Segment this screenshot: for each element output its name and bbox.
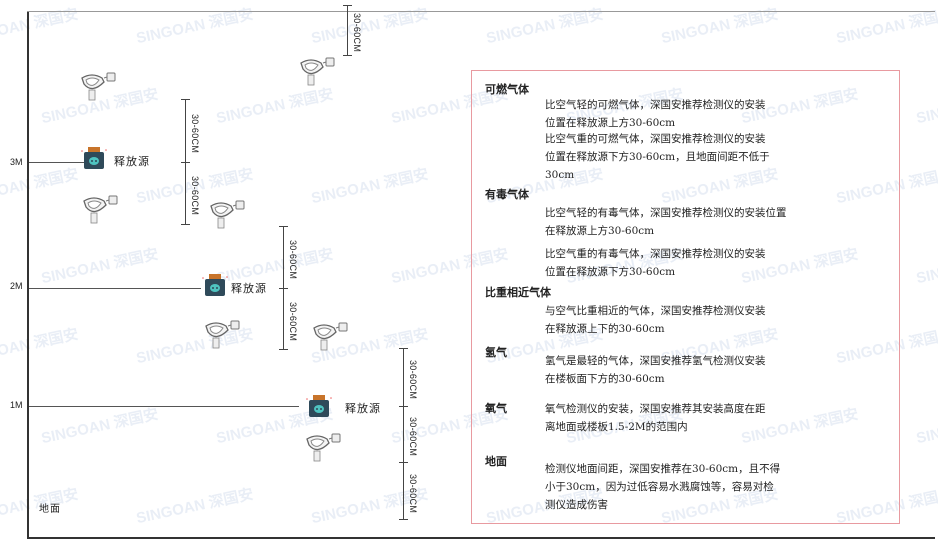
watermark: SINGOAN 深国安: [0, 165, 80, 208]
section-heading: 比重相近气体: [485, 286, 551, 299]
level-1m-line: [29, 406, 299, 407]
level-2m: 2M: [10, 281, 23, 291]
section-text: 氢气是最轻的气体，深国安推荐氢气检测仪安装 在楼板面下方的30-60cm: [545, 355, 766, 385]
floor-line: [27, 537, 935, 539]
wall-line: [27, 11, 29, 538]
watermark: SINGOAN 深国安: [0, 325, 80, 368]
watermark: SINGOAN 深国安: [39, 405, 160, 448]
ceiling-line: [27, 11, 935, 12]
section-heading: 地面: [485, 455, 507, 468]
gas-detector-icon: [202, 320, 244, 354]
section-heading: 氧气: [485, 402, 507, 415]
dimension-line: [185, 99, 186, 162]
dimension-line: [403, 406, 404, 462]
section-text: 与空气比重相近的气体，深国安推荐检测仪安装 在释放源上下的30-60cm: [545, 305, 766, 335]
dimension-tick: [399, 519, 408, 520]
source-label: 释放源: [345, 402, 381, 415]
dimension-tick: [181, 224, 190, 225]
dimension-label: 30-60CM: [408, 360, 418, 400]
section-text: 检测仪地面间距，深国安推荐在30-60cm，且不得 小于30cm，因为过低容易水…: [545, 463, 781, 511]
watermark: SINGOAN 深国安: [0, 5, 80, 48]
dimension-tick: [399, 406, 408, 407]
section-heading: 有毒气体: [485, 188, 529, 201]
dimension-label: 30-60CM: [408, 473, 418, 513]
watermark: SINGOAN 深国安: [484, 5, 605, 48]
release-source-icon: [81, 146, 107, 174]
level-2m-line: [29, 288, 201, 289]
ground-label: 地面: [39, 504, 61, 515]
release-source-icon: [202, 273, 228, 301]
section-text: 比空气重的可燃气体，深国安推荐检测仪的安装 位置在释放源下方30-60cm，且地…: [545, 133, 770, 181]
watermark: SINGOAN 深国安: [834, 5, 938, 48]
dimension-label: 30-60CM: [190, 113, 200, 153]
dimension-tick: [181, 162, 190, 163]
dimension-tick: [279, 288, 288, 289]
dimension-tick: [399, 462, 408, 463]
level-1m: 1M: [10, 400, 23, 410]
dimension-line: [185, 162, 186, 224]
gas-detector-icon: [78, 72, 120, 106]
watermark: SINGOAN 深国安: [134, 5, 255, 48]
gas-detector-icon: [80, 195, 122, 229]
gas-detector-icon: [207, 200, 249, 234]
level-3m: 3M: [10, 157, 23, 167]
watermark: SINGOAN 深国安: [134, 485, 255, 528]
watermark: SINGOAN 深国安: [309, 165, 430, 208]
dimension-line: [283, 226, 284, 288]
level-3m-line: [29, 162, 85, 163]
section-text: 氧气检测仪的安装，深国安推荐其安装高度在距 离地面或楼板1.5-2M的范围内: [545, 403, 766, 433]
dimension-label: 30-60CM: [288, 301, 298, 341]
watermark: SINGOAN 深国安: [659, 5, 780, 48]
dimension-line: [283, 288, 284, 349]
dimension-line: [403, 462, 404, 519]
gas-detector-icon: [303, 433, 345, 467]
section-heading: 可燃气体: [485, 83, 529, 96]
source-label: 释放源: [231, 282, 267, 295]
dimension-tick: [181, 99, 190, 100]
dimension-label: 30-60CM: [190, 176, 200, 216]
section-text: 比空气重的有毒气体，深国安推荐检测仪的安装 位置在释放源下方30-60cm: [545, 248, 766, 278]
dimension-label: 30-60CM: [408, 417, 418, 457]
dimension-line: [403, 348, 404, 406]
watermark: SINGOAN 深国安: [914, 406, 938, 448]
dimension-tick: [343, 55, 352, 56]
dimension-line: [347, 5, 348, 55]
dimension-label: 30-60CM: [352, 13, 362, 53]
watermark: SINGOAN 深国安: [914, 246, 938, 288]
source-label: 释放源: [114, 155, 150, 168]
dimension-tick: [343, 5, 352, 6]
section-text: 比空气轻的有毒气体，深国安推荐检测仪的安装位置 在释放源上方30-60cm: [545, 207, 787, 237]
watermark: SINGOAN 深国安: [309, 5, 430, 48]
dimension-tick: [279, 226, 288, 227]
section-heading: 氢气: [485, 346, 507, 359]
gas-detector-icon: [310, 322, 352, 356]
section-text: 比空气轻的可燃气体，深国安推荐检测仪的安装 位置在释放源上方30-60cm: [545, 99, 766, 129]
dimension-label: 30-60CM: [288, 240, 298, 280]
dimension-tick: [399, 348, 408, 349]
release-source-icon: [306, 394, 332, 422]
watermark: SINGOAN 深国安: [914, 86, 938, 128]
dimension-tick: [279, 349, 288, 350]
installation-guide-panel: 可燃气体比空气轻的可燃气体，深国安推荐检测仪的安装 位置在释放源上方30-60c…: [471, 70, 900, 524]
watermark: SINGOAN 深国安: [39, 245, 160, 288]
gas-detector-icon: [297, 57, 339, 91]
